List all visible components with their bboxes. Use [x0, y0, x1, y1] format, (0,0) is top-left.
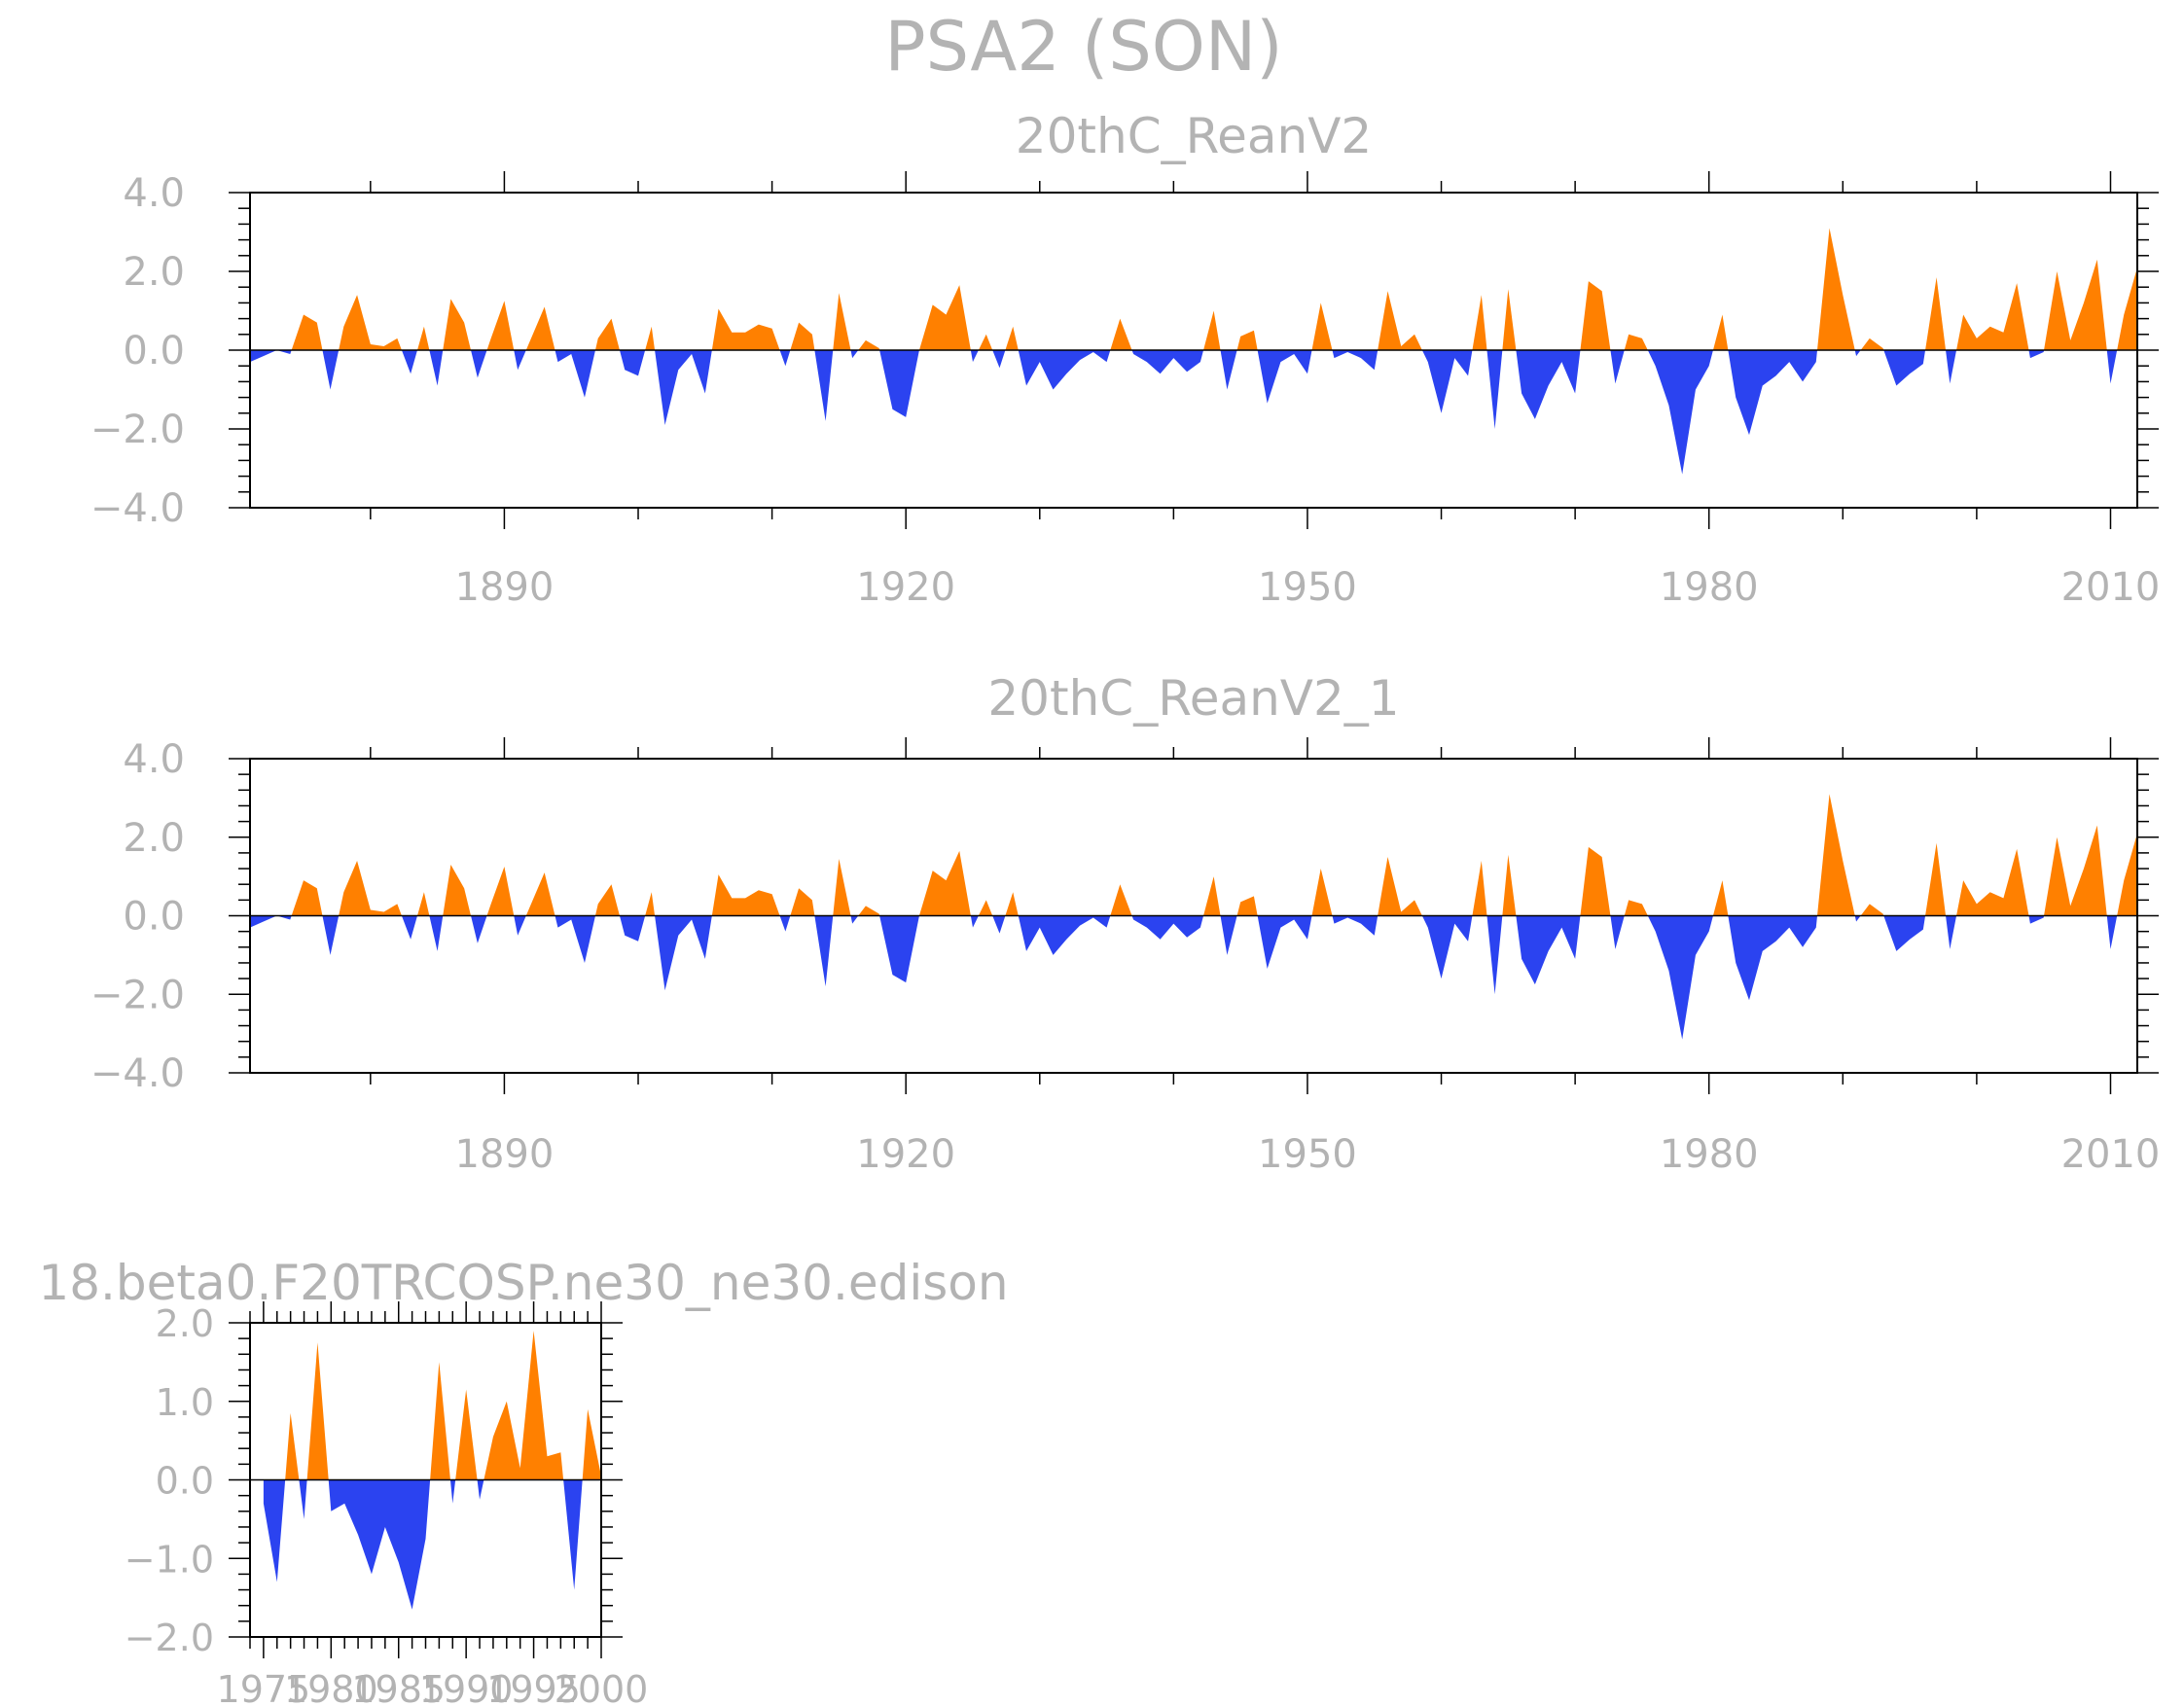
x-tick-label: 1995 — [486, 1668, 581, 1707]
x-tick-label: 1980 — [1660, 565, 1759, 610]
y-tick-label: 0.0 — [156, 1460, 214, 1503]
y-tick-label: −4.0 — [90, 1051, 185, 1096]
x-tick-label: 1975 — [217, 1668, 311, 1707]
x-tick-label: 1920 — [856, 1132, 955, 1177]
chart-panel-2: 20thC_ReanV2_1 −4.0 −2.0 0.0 2.0 4.0 1890 1920 1… — [90, 670, 2161, 1177]
x-tick-label: 1890 — [455, 565, 555, 610]
chart-panels: 20thC_ReanV2 −4.0 −2.0 0.0 2.0 4.0 1890 1920 195… — [38, 108, 2160, 1707]
x-tick-label: 2010 — [2061, 565, 2161, 610]
y-tick-label: −1.0 — [125, 1538, 214, 1581]
x-tick-label: 1985 — [351, 1668, 446, 1707]
y-tick-label: 4.0 — [123, 737, 185, 782]
negative-area — [263, 1479, 601, 1610]
x-tick-label: 1890 — [455, 1132, 555, 1177]
chart-panel-3: 18.beta0.F20TRCOSP.ne30_ne30.edison −2.0 −… — [38, 1255, 1008, 1707]
y-tick-label: 2.0 — [123, 250, 185, 295]
y-tick-label: −2.0 — [125, 1617, 214, 1659]
panel-title: 20thC_ReanV2 — [1016, 108, 1372, 164]
chart-panel-1: 20thC_ReanV2 −4.0 −2.0 0.0 2.0 4.0 1890 1920 195… — [90, 108, 2161, 610]
panel-title: 18.beta0.F20TRCOSP.ne30_ne30.edison — [38, 1255, 1008, 1311]
x-tick-label: 2010 — [2061, 1132, 2161, 1177]
positive-area — [250, 794, 2137, 916]
y-tick-label: 0.0 — [123, 895, 185, 940]
x-tick-label: 1980 — [1660, 1132, 1759, 1177]
negative-area — [250, 350, 2137, 475]
y-tick-label: 2.0 — [123, 816, 185, 861]
x-tick-label: 1990 — [419, 1668, 514, 1707]
positive-area — [250, 228, 2137, 350]
y-tick-label: −2.0 — [90, 408, 185, 452]
x-tick-label: 1950 — [1258, 565, 1357, 610]
y-tick-label: 0.0 — [123, 329, 185, 373]
positive-area — [263, 1331, 601, 1480]
y-tick-label: 1.0 — [156, 1381, 214, 1424]
main-title: PSA2 (SON) — [884, 7, 1282, 87]
x-tick-label: 1980 — [284, 1668, 378, 1707]
y-tick-label: 4.0 — [123, 171, 185, 216]
panel-title: 20thC_ReanV2_1 — [987, 670, 1399, 727]
x-tick-label: 1920 — [856, 565, 955, 610]
y-tick-label: −2.0 — [90, 973, 185, 1017]
negative-area — [250, 915, 2137, 1040]
x-tick-label: 1950 — [1258, 1132, 1357, 1177]
y-tick-label: −4.0 — [90, 486, 185, 531]
y-tick-label: 2.0 — [156, 1302, 214, 1345]
x-tick-label: 2000 — [555, 1668, 649, 1707]
